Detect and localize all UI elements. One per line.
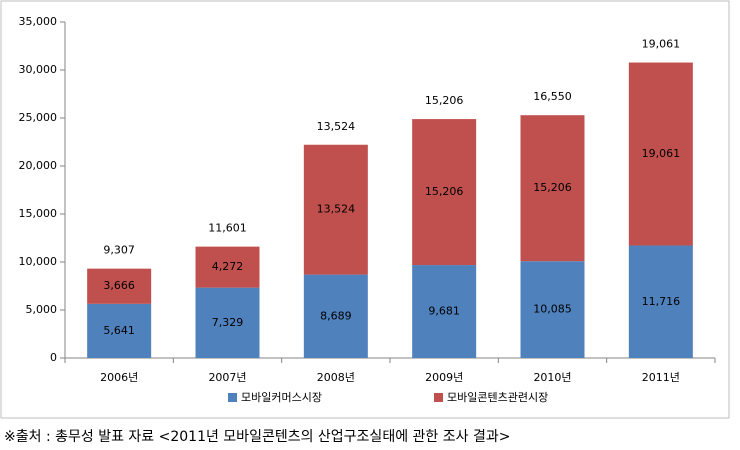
data-label: 19,061 — [642, 147, 681, 160]
data-label: 5,641 — [103, 324, 135, 337]
bar-segment — [520, 261, 585, 358]
bar-segment — [303, 144, 368, 275]
bar-segment — [87, 303, 152, 358]
y-tick-label: 10,000 — [19, 255, 58, 268]
legend-label: 모바일커머스시장 — [241, 390, 322, 404]
data-label: 15,206 — [425, 185, 464, 198]
y-tick-label: 35,000 — [19, 15, 58, 28]
x-tick-label: 2011년 — [642, 371, 680, 384]
bar-segment — [303, 274, 368, 358]
bar-segment — [87, 268, 152, 304]
data-label: 3,666 — [103, 279, 135, 292]
y-tick-label: 0 — [50, 351, 57, 364]
data-label: 10,085 — [533, 303, 572, 316]
total-label: 15,206 — [425, 94, 464, 107]
bar-segment — [628, 245, 693, 358]
y-tick-label: 30,000 — [19, 63, 58, 76]
bar-segment — [195, 287, 260, 358]
y-tick-label: 5,000 — [26, 303, 58, 316]
x-tick-label: 2010년 — [533, 371, 571, 384]
source-note: ※출처 : 총무성 발표 자료 <2011년 모바일콘텐츠의 산업구조실태에 관… — [4, 429, 510, 445]
x-tick-label: 2007년 — [208, 371, 246, 384]
bar-segment — [628, 62, 693, 246]
legend-swatch — [434, 393, 443, 402]
legend-swatch — [228, 393, 237, 402]
data-label: 15,206 — [533, 181, 572, 194]
data-label: 13,524 — [317, 203, 356, 216]
total-label: 9,307 — [103, 244, 135, 257]
bar-segment — [195, 246, 260, 288]
legend-label: 모바일콘텐츠관련시장 — [447, 390, 548, 404]
total-label: 19,061 — [642, 38, 681, 51]
x-tick-label: 2008년 — [317, 371, 355, 384]
data-label: 4,272 — [212, 260, 244, 273]
y-tick-label: 25,000 — [19, 111, 58, 124]
x-tick-label: 2009년 — [425, 371, 463, 384]
data-label: 9,681 — [428, 305, 460, 318]
bar-segment — [412, 265, 477, 358]
total-label: 11,601 — [208, 222, 247, 235]
data-label: 8,689 — [320, 309, 352, 322]
total-label: 13,524 — [317, 120, 356, 133]
total-label: 16,550 — [533, 90, 572, 103]
y-tick-label: 20,000 — [19, 159, 58, 172]
data-label: 11,716 — [642, 295, 681, 308]
bar-segment — [412, 119, 477, 266]
data-label: 7,329 — [212, 316, 244, 329]
x-tick-label: 2006년 — [100, 371, 138, 384]
bar-segment — [520, 115, 585, 262]
y-tick-label: 15,000 — [19, 207, 58, 220]
